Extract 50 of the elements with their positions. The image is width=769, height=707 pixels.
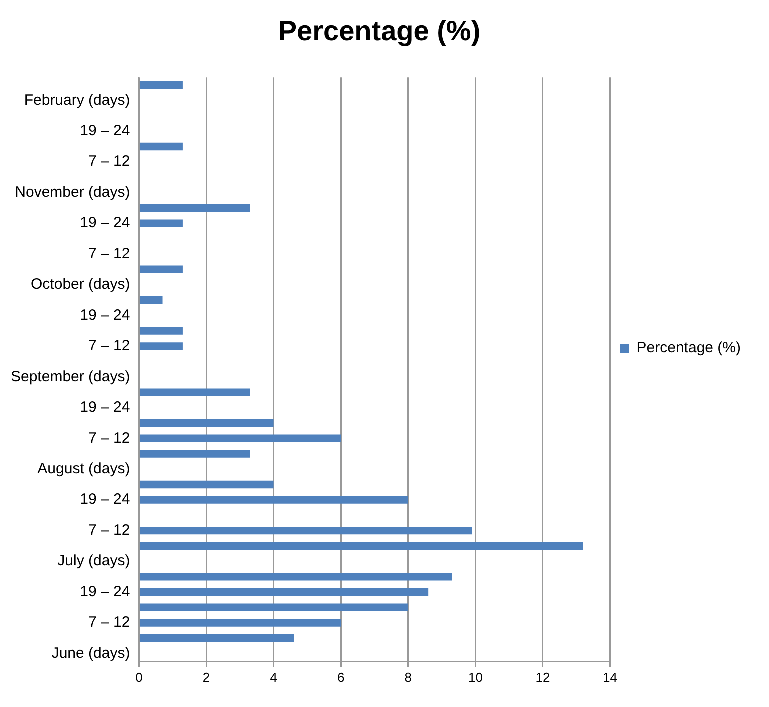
x-tick-label: 4: [270, 670, 278, 685]
y-tick-label: 7 – 12: [88, 522, 130, 539]
x-tick-label: 10: [468, 670, 483, 685]
bar: [140, 266, 183, 274]
bar: [140, 419, 274, 428]
y-tick-label: June (days): [52, 644, 130, 662]
y-tick-label: August (days): [38, 460, 130, 478]
x-tick-label: 8: [404, 670, 412, 685]
y-tick-label: September (days): [11, 368, 130, 386]
bar: [140, 296, 163, 304]
x-tick-label: 14: [603, 670, 618, 685]
y-tick-label: February (days): [24, 92, 130, 109]
y-tick-label: 19 – 24: [80, 214, 130, 232]
y-tick-label: 19 – 24: [80, 491, 130, 508]
x-tick-label: 6: [337, 670, 345, 685]
bar: [140, 619, 342, 627]
bar: [140, 604, 408, 612]
bar: [140, 634, 294, 642]
bar: [140, 573, 452, 581]
bar: [140, 327, 183, 335]
y-tick-label: July (days): [58, 552, 130, 570]
y-tick-label: 19 – 24: [80, 583, 130, 600]
x-tick-label: 12: [536, 670, 550, 685]
y-tick-label: 7 – 12: [88, 614, 130, 632]
y-tick-label: 19 – 24: [80, 122, 130, 140]
y-tick-label: November (days): [15, 184, 130, 201]
bar: [140, 450, 250, 458]
y-tick-label: 7 – 12: [88, 338, 130, 355]
bar: [140, 542, 584, 550]
bar: [140, 142, 183, 151]
bar: [140, 434, 342, 442]
bar: [140, 342, 183, 350]
legend-label: Percentage (%): [636, 340, 742, 357]
y-tick-label: 7 – 12: [88, 153, 130, 170]
bar: [140, 480, 274, 489]
bar: [140, 204, 250, 212]
y-tick-label: 19 – 24: [80, 399, 130, 416]
x-tick-label: 0: [136, 670, 143, 685]
bar: [140, 81, 183, 90]
bar: [140, 588, 429, 596]
bar: [140, 220, 183, 228]
y-tick-label: 7 – 12: [88, 430, 130, 447]
bar: [140, 496, 408, 504]
y-tick-label: 7 – 12: [88, 245, 130, 262]
x-tick-label: 2: [202, 670, 210, 685]
y-tick-label: October (days): [31, 276, 130, 294]
bar: [140, 526, 472, 535]
bar: [140, 388, 250, 396]
y-tick-label: 19 – 24: [80, 306, 130, 324]
chart-title: Percentage (%): [278, 16, 481, 47]
